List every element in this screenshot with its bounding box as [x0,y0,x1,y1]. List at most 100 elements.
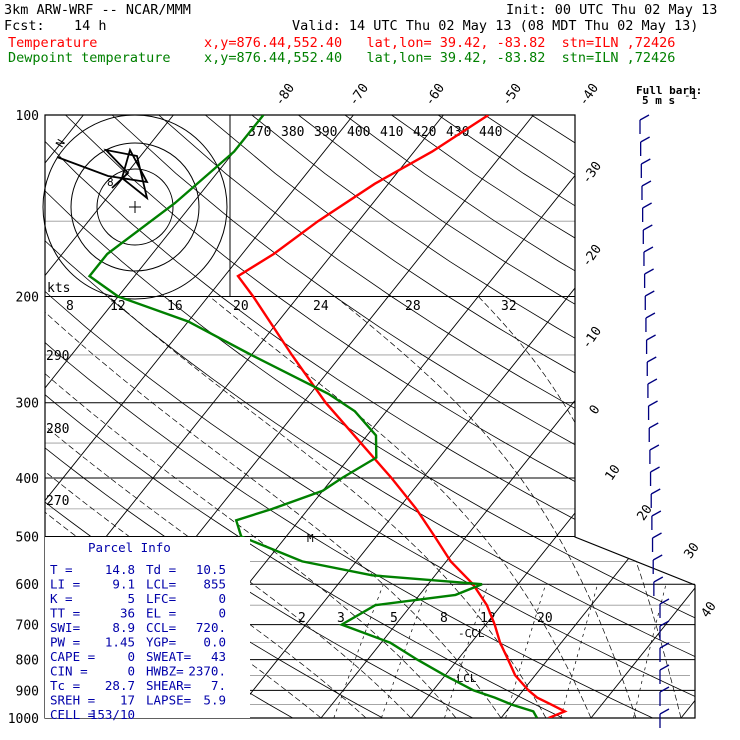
dewpoint-location: x,y=876.44,552.40 lat,lon= 39.42, -83.82… [204,50,676,66]
wind-barb-flag [645,312,656,319]
mixing-ratio-label: 12 [110,299,126,314]
parcel-info-label: SHEAR= [146,678,191,693]
pressure-label-100: 100 [16,109,39,124]
theta-label: 440 [479,125,502,140]
wind-barb-flag [642,202,652,209]
moist-adiabat [334,296,637,718]
moist-adiabat [45,321,412,718]
parcel-info-value: 0 [127,649,135,664]
wind-barb-flag [659,708,670,715]
side-theta-label: 290 [46,349,69,364]
barb-legend-title: Full barb: [636,84,702,97]
parcel-info-label: Tc = [50,678,80,693]
theta-label: 400 [347,125,370,140]
isotherm [680,115,695,718]
isotherm [45,115,264,718]
parcel-info-value: 1.45 [105,635,135,650]
hodograph-ring [70,142,200,272]
wind-barb-flag [659,620,670,627]
wind-barb-flag [640,136,650,143]
skewed-temp-label: 0 [587,402,604,417]
hodograph-trace [56,147,149,201]
dry-adiabat [45,115,695,718]
dry-adiabat [205,115,695,718]
moist-adiabat [209,296,592,718]
hodograph-ring [96,168,174,246]
parcel-info-label: SREH = [50,693,95,708]
parcel-info-value: 720. [196,620,226,635]
skewed-temp-label: 40 [698,599,719,620]
moist-adiabat [713,297,740,719]
kts-label: kts [47,281,70,296]
parcel-info-label: LI = [50,577,80,592]
side-theta-label: 280 [46,422,69,437]
wind-barb-flag [644,290,655,297]
mixing-ratio-label: 8 [66,299,74,314]
wind-barb-flag [652,532,662,539]
hodograph: N8 [42,114,228,300]
skewed-temp-label: -20 [579,242,605,270]
mixing-ratio-low-label: 3 [337,611,345,626]
dry-adiabat [484,115,695,718]
mixing-ratio-label: 16 [167,299,183,314]
wind-barb-flag [647,378,658,385]
hodograph-ring [42,114,228,300]
parcel-info-value: 14.8 [105,562,135,577]
mixing-ratio-line [444,584,489,718]
parcel-info-value: 9.1 [112,577,135,592]
parcel-info-value: 153/10 [90,707,135,722]
theta-label: 410 [380,125,403,140]
parcel-info-label: Td = [146,562,176,577]
mixing-ratio-low-label: 8 [440,611,448,626]
fcst-value: 14 h [74,18,107,34]
skewed-temp-label: -50 [499,81,525,109]
skewed-temp-label: -80 [272,81,298,109]
parcel-info-label: SWEAT= [146,649,191,664]
mixing-ratio-low-label: 2 [298,611,306,626]
wind-barb-flag [650,466,660,473]
model-title: 3km ARW-WRF -- NCAR/MMM [4,2,191,18]
dewpoint-profile [87,115,539,718]
pressure-label-400: 400 [16,472,39,487]
parcel-info-label: TT = [50,606,80,621]
parcel-info-value: 28.7 [105,678,135,693]
parcel-info-value: 7. [211,678,226,693]
wind-barb-flag [659,598,670,605]
parcel-info-value: 5 [127,591,135,606]
wind-barb-flag [639,114,650,121]
skewed-temp-label: 30 [681,540,702,561]
dry-adiabat [45,115,590,718]
dry-adiabat [45,115,695,718]
parcel-info-box: Parcel Info T = 14.8 Td = 10.5 LI = 9.1 LCL= 855… [45,537,250,722]
isotherm [320,115,695,718]
isotherm [500,115,695,718]
wind-barb-flag [644,268,654,275]
pressure-label-700: 700 [16,619,39,634]
dry-adiabat [111,115,695,718]
temperature-location: x,y=876.44,552.40 lat,lon= 39.42, -83.82… [204,35,676,51]
theta-label: 370 [248,125,271,140]
wind-barb-flag [642,224,653,231]
wind-barb-flag [650,488,661,495]
mixing-ratio-label: 24 [313,299,329,314]
valid-time: Valid: 14 UTC Thu 02 May 13 (08 MDT Thu … [292,18,699,34]
skewed-temp-label: -10 [579,324,605,352]
parcel-info-value: 0 [218,591,226,606]
parcel-info-label: LAPSE= [146,693,191,708]
parcel-info-value: 0 [127,664,135,679]
isotherm [590,115,695,718]
wind-marker: M [307,532,314,545]
skewed-temp-label: -60 [422,81,448,109]
moist-adiabat [45,296,502,718]
dry-adiabat [531,115,695,718]
pressure-label-500: 500 [16,530,39,545]
parcel-info-label: LFC= [146,591,176,606]
parcel-info-value: 10.5 [196,562,226,577]
wind-barb-flag [646,334,656,341]
dry-adiabat [65,115,695,718]
parcel-info-label: SWI= [50,620,80,635]
wind-barb-flag [659,686,670,693]
lcl-marker: -LCL [450,672,477,685]
parcel-info-label: CIN = [50,664,88,679]
